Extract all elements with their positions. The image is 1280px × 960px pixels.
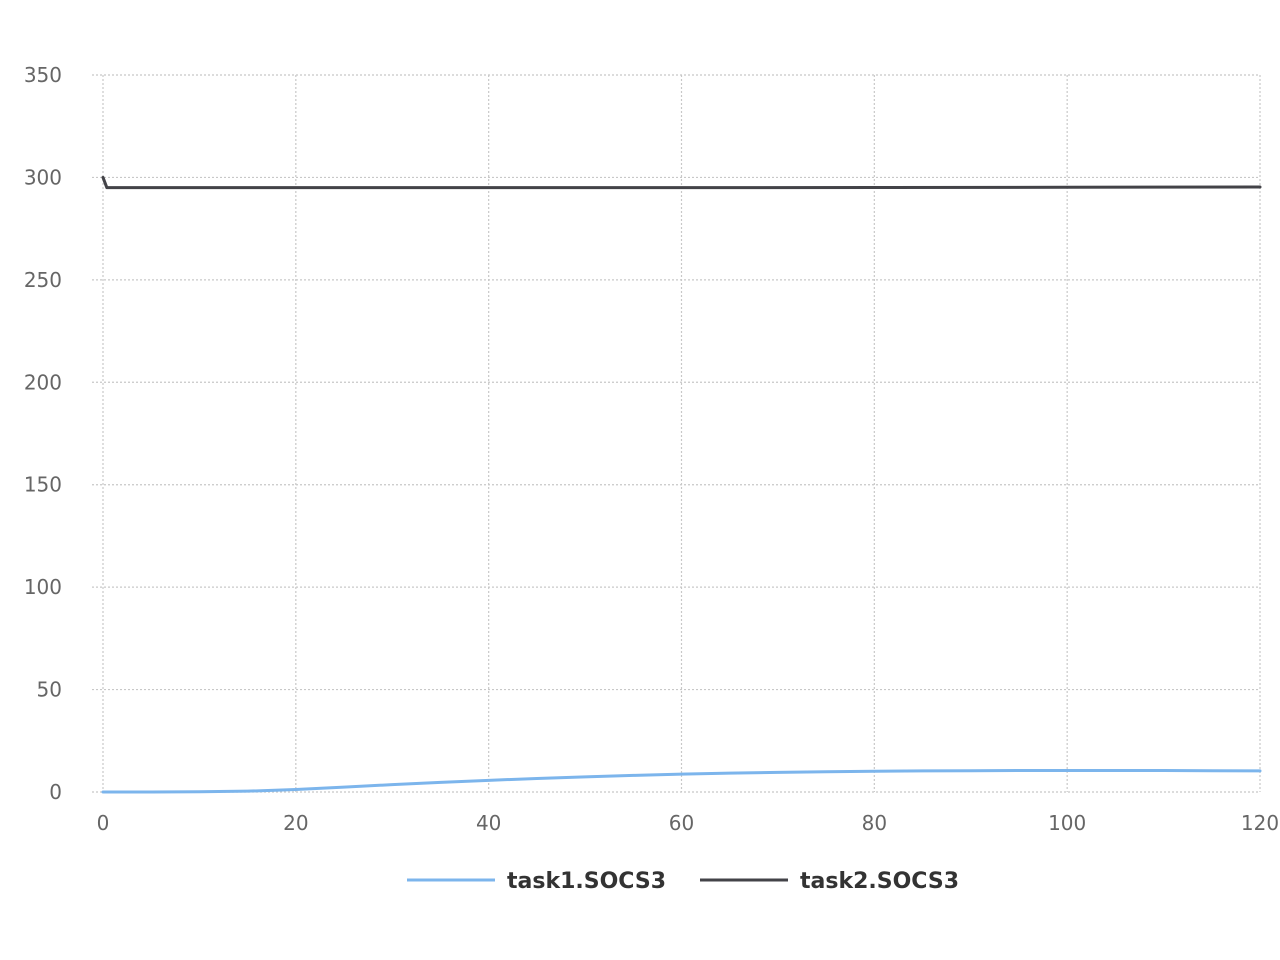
x-tick-label: 100	[1048, 811, 1086, 835]
legend-label: task2.SOCS3	[800, 869, 959, 894]
x-tick-label: 0	[97, 811, 110, 835]
y-tick-label: 250	[24, 268, 62, 292]
legend-item-1[interactable]: task1.SOCS3	[407, 869, 666, 894]
grid	[92, 74, 1261, 793]
series-line-2	[101, 175, 1262, 190]
x-tick-label: 120	[1241, 811, 1279, 835]
y-tick-label: 150	[24, 473, 62, 497]
series-lines	[101, 175, 1262, 794]
y-tick-label: 350	[24, 63, 62, 87]
series-line-1	[101, 768, 1262, 794]
legend-item-2[interactable]: task2.SOCS3	[700, 869, 959, 894]
axes: 0 50 100 150 200 250 300 350 0 20 40 60 80 100 120	[24, 63, 1279, 835]
y-tick-label: 200	[24, 370, 62, 394]
y-tick-label: 50	[37, 678, 62, 702]
x-tick-label: 80	[862, 811, 887, 835]
y-tick-label: 0	[49, 780, 62, 804]
legend[interactable]: task1.SOCS3 task2.SOCS3	[407, 869, 959, 894]
y-tick-label: 100	[24, 575, 62, 599]
x-tick-label: 20	[283, 811, 308, 835]
legend-label: task1.SOCS3	[507, 869, 666, 894]
y-tick-label: 300	[24, 165, 62, 189]
x-tick-label: 60	[669, 811, 694, 835]
x-tick-label: 40	[476, 811, 501, 835]
